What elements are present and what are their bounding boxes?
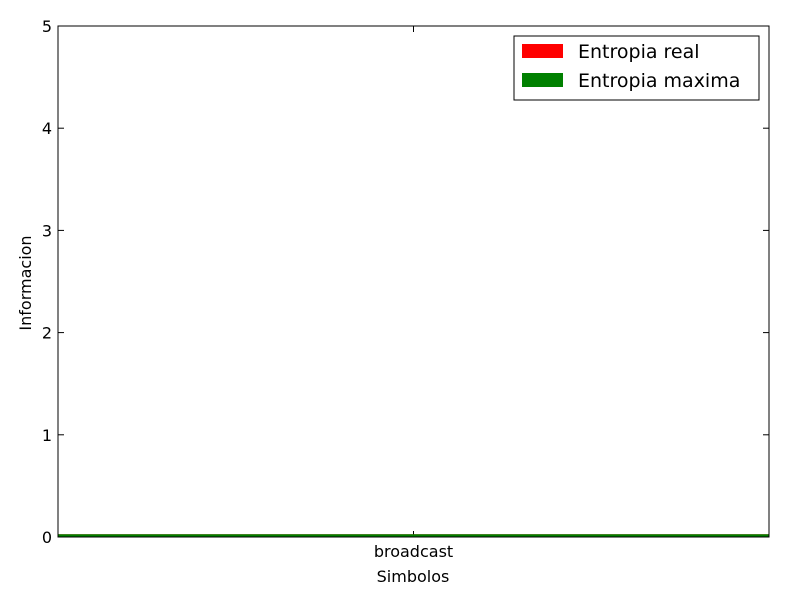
plot-frame bbox=[57, 25, 770, 538]
legend-swatch-entropia-maxima bbox=[522, 73, 563, 87]
legend-label-entropia-maxima: Entropia maxima bbox=[578, 70, 740, 92]
x-tick-label: broadcast bbox=[374, 542, 453, 561]
y-tick-label: 3 bbox=[42, 221, 52, 240]
x-axis-ticks: broadcast bbox=[374, 26, 453, 561]
plot-area bbox=[58, 26, 769, 537]
legend-label-entropia-real: Entropia real bbox=[578, 41, 700, 63]
legend: Entropia real Entropia maxima bbox=[513, 35, 760, 101]
y-tick-label: 4 bbox=[42, 119, 52, 138]
y-tick-label: 1 bbox=[42, 426, 52, 445]
y-tick-label: 5 bbox=[42, 17, 52, 36]
y-tick-label: 0 bbox=[42, 528, 52, 547]
legend-swatch-entropia-real bbox=[522, 44, 563, 58]
y-tick-label: 2 bbox=[42, 324, 52, 343]
y-axis-label: Informacion bbox=[16, 235, 35, 330]
x-axis-label: Simbolos bbox=[377, 567, 450, 586]
